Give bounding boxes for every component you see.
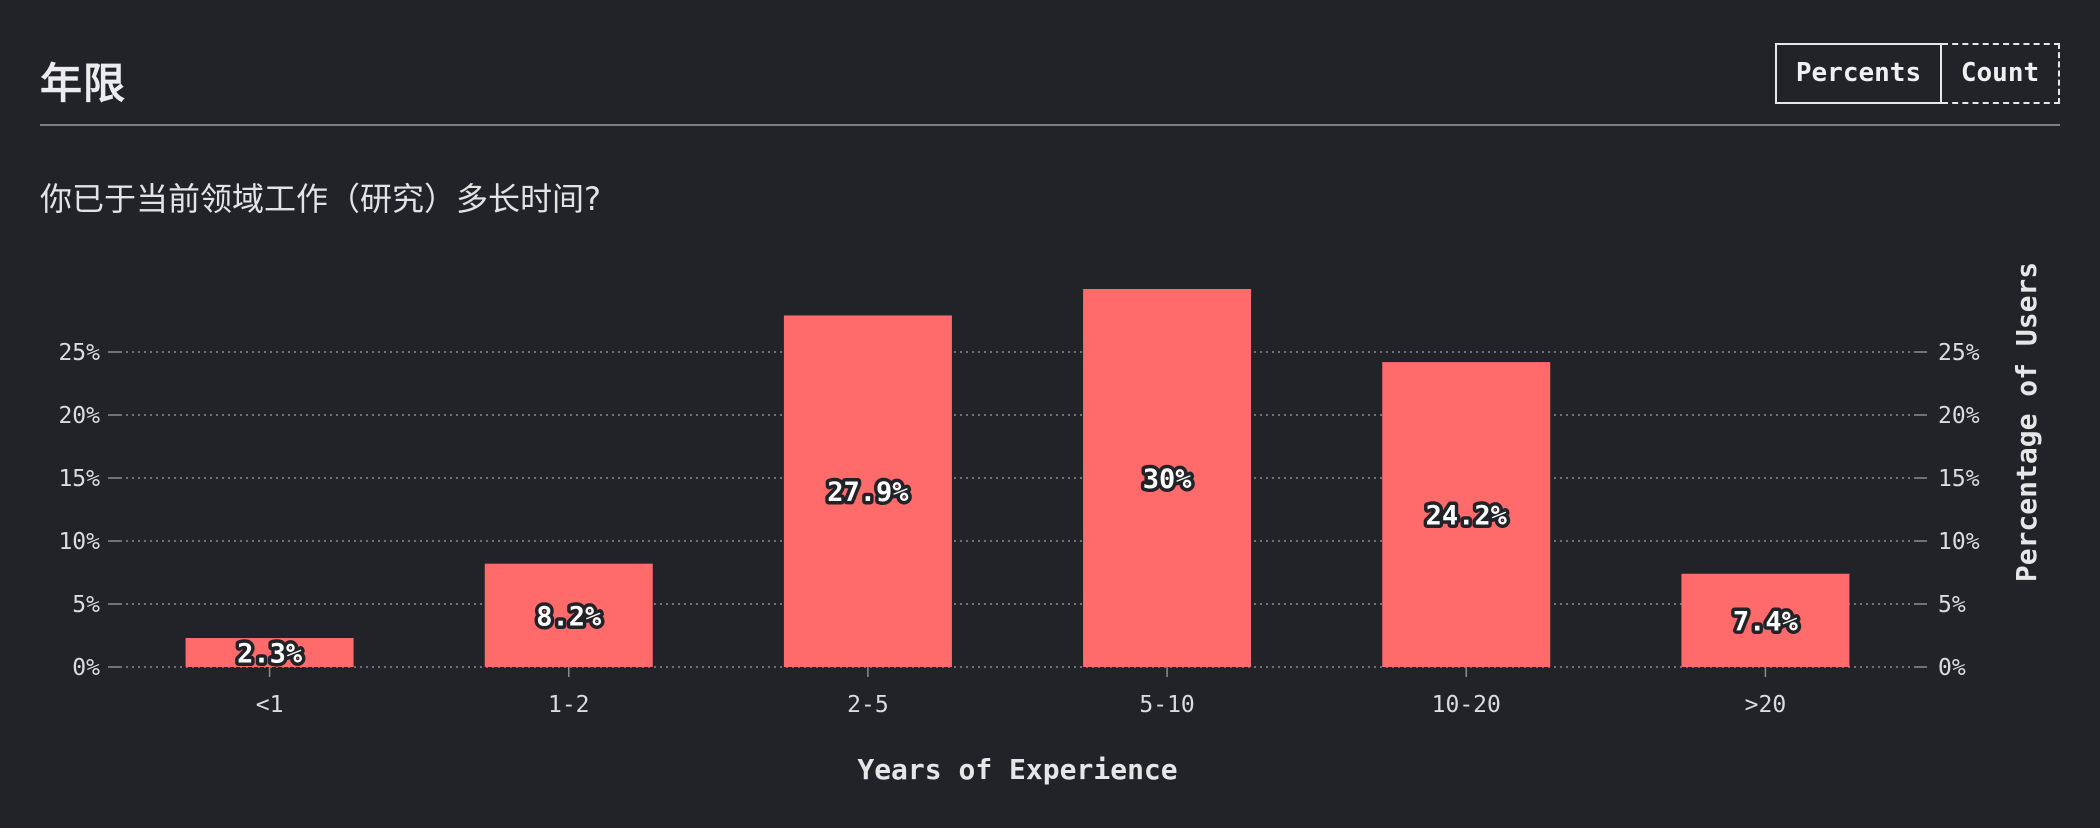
y-tick-label-left: 5% — [72, 592, 100, 618]
y-tick-label-left: 25% — [58, 340, 100, 366]
y-tick-label-right: 25% — [1938, 340, 1980, 366]
section-header: 年限 Percents Count — [40, 38, 2060, 126]
question-text: 你已于当前领域工作（研究）多长时间? — [40, 180, 601, 218]
y-tick-label-left: 10% — [58, 529, 100, 555]
x-tick-label: >20 — [1745, 692, 1787, 718]
bar-<1 — [185, 638, 354, 667]
y-tick-label-left: 15% — [58, 466, 100, 492]
x-tick-label: 10-20 — [1432, 692, 1501, 718]
x-axis-title: Years of Experience — [857, 753, 1177, 786]
bar-value-label: 27.9% — [827, 477, 909, 508]
view-toggle-group: Percents Count — [1775, 43, 2060, 104]
bar-value-label: 7.4% — [1733, 606, 1799, 637]
y-tick-label-right: 10% — [1938, 529, 1980, 555]
y-tick-label-right: 15% — [1938, 466, 1980, 492]
x-tick-label: <1 — [256, 692, 284, 718]
y-tick-label-right: 5% — [1938, 592, 1966, 618]
bar-2-5 — [783, 315, 952, 667]
section-title: 年限 — [40, 59, 127, 108]
x-tick-label: 5-10 — [1139, 692, 1194, 718]
y-axis-title: Percentage of Users — [2010, 262, 2043, 582]
percents-toggle-button[interactable]: Percents — [1775, 43, 1942, 104]
x-tick-label: 2-5 — [847, 692, 889, 718]
x-tick-label: 1-2 — [548, 692, 590, 718]
bar-value-label: 8.2% — [536, 601, 602, 632]
y-tick-label-left: 0% — [72, 655, 100, 681]
bar-value-label: 2.3% — [237, 639, 303, 670]
bar-10-20 — [1382, 362, 1551, 667]
y-tick-label-right: 20% — [1938, 403, 1980, 429]
y-tick-label-left: 20% — [58, 403, 100, 429]
bar-1-2 — [484, 563, 653, 667]
bar-5-10 — [1083, 289, 1252, 667]
bar->20 — [1681, 573, 1850, 667]
count-toggle-button[interactable]: Count — [1942, 43, 2060, 104]
bar-value-label: 30% — [1143, 464, 1193, 495]
y-tick-label-right: 0% — [1938, 655, 1966, 681]
bar-value-label: 24.2% — [1426, 501, 1508, 532]
